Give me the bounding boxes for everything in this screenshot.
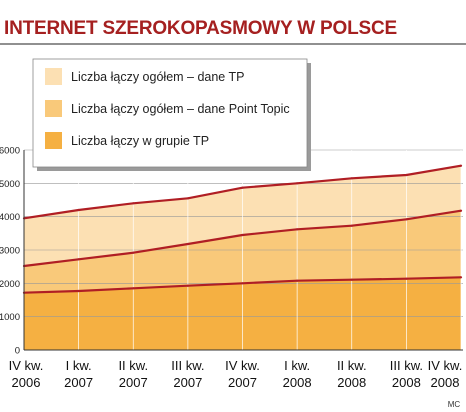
data-point-1-7 [405, 218, 408, 221]
x-tick-label-5-line2: 2008 [283, 375, 312, 390]
legend-box [32, 58, 308, 168]
x-tick-label-8-line1: IV kw. [428, 358, 463, 373]
data-point-0-6 [350, 177, 353, 180]
x-tick-label-8-line2: 2008 [431, 375, 460, 390]
data-point-2-7 [405, 277, 408, 280]
data-point-2-8 [459, 276, 463, 279]
data-point-0-3 [186, 197, 189, 200]
data-point-2-3 [186, 284, 189, 287]
y-tick-label-6: 6000 [0, 146, 20, 157]
data-point-1-5 [296, 228, 299, 231]
x-tick-label-7-line2: 2008 [392, 375, 421, 390]
x-tick-label-5-line1: I kw. [284, 358, 310, 373]
legend-swatch-1 [45, 100, 62, 117]
x-tick-label-0-line1: IV kw. [9, 358, 44, 373]
y-tick-label-4: 4000 [0, 212, 20, 223]
y-tick-label-3: 3000 [0, 246, 20, 257]
x-tick-label-2-line2: 2007 [119, 375, 148, 390]
data-point-2-5 [296, 279, 299, 282]
x-tick-label-1-line1: I kw. [66, 358, 92, 373]
data-point-2-2 [132, 287, 135, 290]
data-point-0-2 [132, 202, 135, 205]
x-tick-label-7-line1: III kw. [390, 358, 423, 373]
data-point-0-5 [296, 182, 299, 185]
data-point-1-4 [241, 233, 244, 237]
x-tick-label-6-line2: 2008 [337, 375, 366, 390]
data-point-1-8 [459, 209, 463, 212]
data-point-1-3 [186, 242, 189, 246]
credit-label: MC [448, 400, 461, 409]
x-tick-label-6-line1: II kw. [337, 358, 367, 373]
axes: 0 1000 2000 3000 4000 5000 6000 IV kw. 2006 I kw.… [0, 146, 463, 390]
x-tick-label-0-line2: 2006 [12, 375, 41, 390]
data-point-1-2 [132, 251, 135, 254]
data-point-1-1 [77, 258, 80, 261]
legend-label-1: Liczba łączy ogółem – dane Point Topic [71, 102, 290, 116]
x-tick-label-3-line1: III kw. [171, 358, 204, 373]
legend-swatch-2 [45, 132, 62, 149]
y-tick-label-0: 0 [15, 346, 20, 357]
data-point-2-4 [241, 282, 244, 285]
y-tick-label-1: 1000 [0, 312, 20, 323]
data-point-0-4 [241, 186, 244, 189]
data-point-0-8 [459, 164, 463, 167]
x-tick-label-4-line2: 2007 [228, 375, 257, 390]
legend-label-0: Liczba łączy ogółem – dane TP [71, 70, 244, 84]
data-point-0-1 [77, 208, 80, 212]
legend: Liczba łączy ogółem – dane TP Liczba łącz… [32, 58, 311, 171]
x-tick-label-2-line1: II kw. [118, 358, 148, 373]
chart-title: INTERNET SZEROKOPASMOWY W POLSCE [4, 18, 397, 39]
y-tick-label-2: 2000 [0, 279, 20, 290]
x-tick-label-3-line2: 2007 [173, 375, 202, 390]
gridlines [24, 149, 463, 351]
y-tick-label-5: 5000 [0, 179, 20, 190]
data-point-2-1 [77, 289, 80, 293]
x-tick-label-1-line2: 2007 [64, 375, 93, 390]
data-point-1-6 [350, 224, 353, 227]
data-point-0-7 [405, 173, 408, 177]
legend-swatch-0 [45, 68, 62, 85]
legend-label-2: Liczba łączy w grupie TP [71, 134, 209, 148]
series-lines [22, 164, 463, 294]
data-point-2-6 [350, 278, 353, 281]
x-tick-label-4-line1: IV kw. [225, 358, 260, 373]
